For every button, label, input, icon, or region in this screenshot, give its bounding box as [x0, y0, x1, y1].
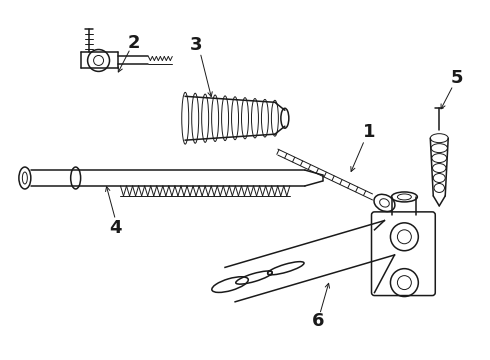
Text: 1: 1 — [363, 123, 376, 141]
Text: 5: 5 — [451, 69, 464, 87]
Text: 3: 3 — [190, 36, 202, 54]
Text: 6: 6 — [312, 312, 324, 330]
Text: 2: 2 — [127, 33, 140, 51]
Text: 4: 4 — [109, 219, 122, 237]
